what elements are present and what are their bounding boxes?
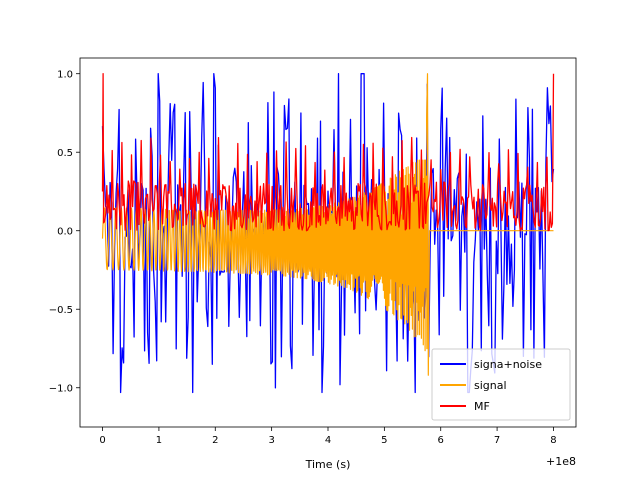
x-tick-label: 6 [438, 435, 444, 446]
y-tick-label: 1.0 [57, 70, 73, 81]
x-tick-label: 2 [212, 435, 218, 446]
y-axis: −1.0 −0.5 0.0 0.5 1.0 [49, 70, 80, 395]
legend-entry-mf: MF [440, 400, 490, 413]
x-tick-label: 1 [156, 435, 162, 446]
legend-label-signal-noise: signa+noise [474, 358, 542, 371]
legend: signa+noise signal MF [431, 348, 571, 421]
x-offset-label: +1e8 [546, 455, 576, 468]
y-tick-label: −0.5 [49, 305, 73, 316]
y-tick-label: −1.0 [49, 384, 73, 395]
legend-entry-signal-noise: signa+noise [440, 358, 542, 371]
y-tick-label: 0.0 [57, 227, 73, 238]
x-tick-label: 7 [494, 435, 500, 446]
x-tick-label: 8 [550, 435, 556, 446]
x-axis-label: Time (s) [305, 458, 351, 471]
legend-label-mf: MF [474, 400, 490, 413]
x-tick-label: 5 [381, 435, 387, 446]
series-layer [101, 73, 555, 394]
series-mf-line [101, 73, 555, 232]
legend-frame [431, 348, 571, 421]
legend-label-signal: signal [474, 379, 507, 392]
y-tick-label: 0.5 [57, 148, 73, 159]
x-tick-label: 3 [268, 435, 274, 446]
legend-entry-signal: signal [440, 379, 507, 392]
x-tick-label: 4 [325, 435, 331, 446]
x-tick-label: 0 [99, 435, 105, 446]
x-axis: 0 1 2 3 4 5 6 7 8 [99, 427, 557, 446]
